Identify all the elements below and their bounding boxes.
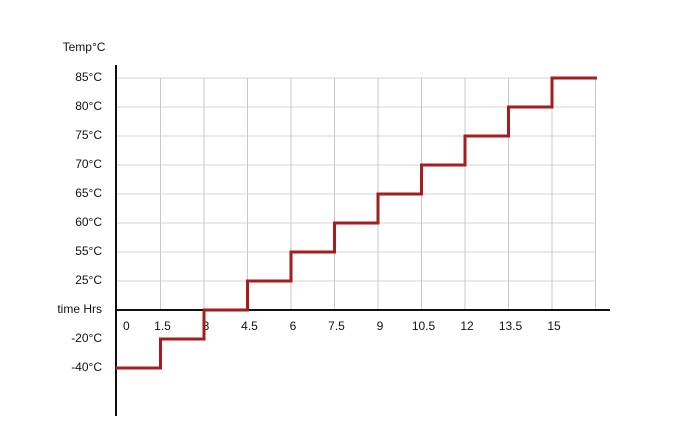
x-tick-label: 15 xyxy=(547,319,561,333)
y-tick-label: 85°C xyxy=(75,70,102,84)
x-tick-label: 10.5 xyxy=(412,319,436,333)
x-tick-label: 6 xyxy=(290,319,297,333)
x-tick-label: 1.5 xyxy=(154,319,171,333)
y-tick-label: 75°C xyxy=(75,128,102,142)
y-tick-label: 60°C xyxy=(75,215,102,229)
y-tick-label: time Hrs xyxy=(57,302,102,316)
x-tick-label: 0 xyxy=(123,319,130,333)
x-tick-label: 12 xyxy=(460,319,474,333)
x-tick-label: 3 xyxy=(203,319,210,333)
y-tick-label: 65°C xyxy=(75,186,102,200)
y-tick-label: 55°C xyxy=(75,244,102,258)
x-tick-label: 7.5 xyxy=(328,319,345,333)
x-tick-label: 13.5 xyxy=(499,319,523,333)
x-tick-label: 4.5 xyxy=(241,319,258,333)
x-tick-label: 9 xyxy=(377,319,384,333)
y-axis-label: Temp°C xyxy=(63,40,106,54)
y-tick-label: 80°C xyxy=(75,99,102,113)
y-tick-label: 70°C xyxy=(75,157,102,171)
y-tick-label: -20°C xyxy=(71,331,102,345)
y-tick-label: 25°C xyxy=(75,273,102,287)
y-tick-label: -40°C xyxy=(71,360,102,374)
